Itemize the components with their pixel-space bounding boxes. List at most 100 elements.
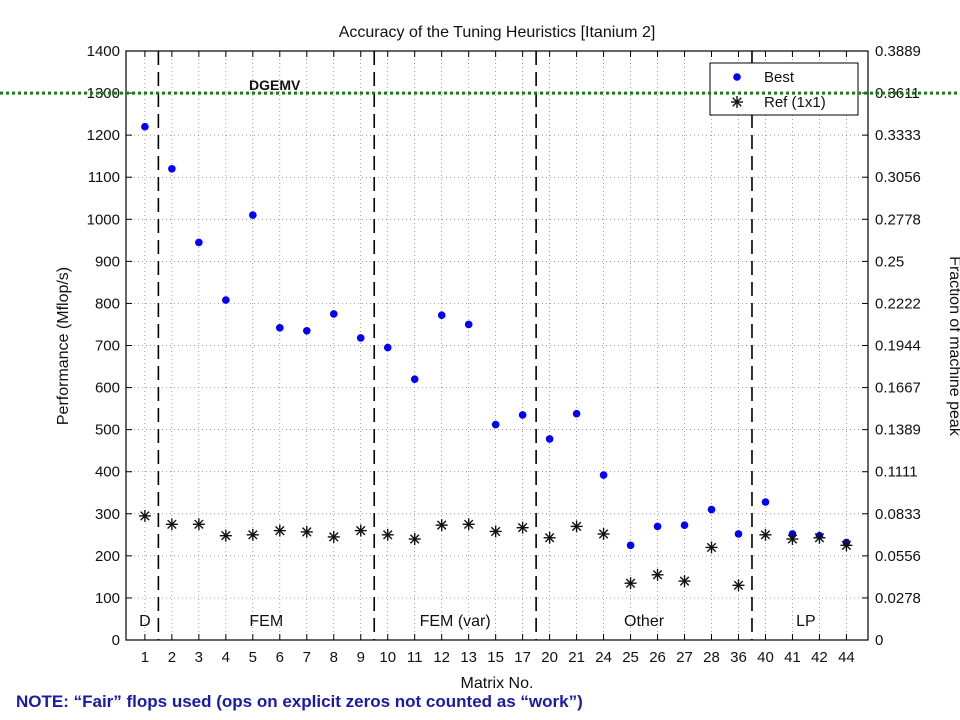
data-point-best (437, 311, 446, 320)
data-point-ref (219, 529, 232, 542)
x-tick-label: 5 (249, 649, 257, 666)
y-right-tick-label: 0.3611 (875, 85, 920, 102)
x-tick-label: 40 (757, 649, 774, 666)
data-point-best (626, 541, 635, 550)
y-right-tick-label: 0.0833 (875, 506, 921, 523)
legend-marker-best (733, 73, 741, 81)
dgemv-reference-label: DGEMV (249, 77, 301, 93)
data-point-ref (408, 533, 421, 546)
x-tick-label: 26 (649, 649, 666, 666)
y-tick-label: 1200 (87, 127, 120, 144)
data-point-ref (516, 521, 529, 534)
group-label-lp: LP (796, 613, 816, 630)
data-point-ref (138, 509, 151, 522)
data-point-best (302, 326, 311, 335)
x-tick-label: 20 (541, 649, 558, 666)
y-right-tick-label: 0 (875, 632, 883, 649)
x-tick-label: 21 (568, 649, 585, 666)
y-tick-label: 900 (95, 253, 120, 270)
data-point-best (599, 471, 608, 479)
data-point-ref (327, 530, 340, 543)
x-tick-label: 4 (222, 649, 230, 666)
x-tick-label: 9 (357, 649, 365, 666)
data-point-best (491, 420, 500, 429)
y-right-tick-label: 0.1667 (875, 380, 921, 397)
x-axis-title: Matrix No. (461, 675, 534, 692)
y-right-tick-label: 0.1389 (875, 422, 921, 439)
y-tick-label: 500 (95, 422, 120, 439)
y-axis-right: 0 0.0278 0.0556 0.0833 0.1111 0.1389 0.1667 0.1… (862, 43, 921, 649)
y-tick-label: 200 (95, 548, 120, 565)
data-point-ref (813, 531, 826, 544)
plot-frame (125, 50, 869, 641)
data-point-ref (300, 525, 313, 538)
data-point-ref (381, 528, 394, 541)
y-tick-label: 300 (95, 506, 120, 523)
grid-layer (126, 50, 868, 641)
y-right-tick-label: 0.1944 (875, 338, 921, 355)
y-tick-label: 600 (95, 380, 120, 397)
data-point-best (141, 122, 149, 131)
chart-title: Accuracy of the Tuning Heuristics [Itani… (339, 24, 656, 41)
x-tick-label: 25 (622, 649, 639, 666)
data-point-best (545, 435, 554, 443)
data-point-ref (462, 518, 475, 531)
x-tick-label: 15 (487, 649, 504, 666)
x-tick-label: 8 (330, 649, 338, 666)
data-point-best (410, 375, 419, 383)
data-point-best (195, 238, 203, 247)
group-labels: D FEM FEM (var) Other LP (139, 613, 816, 630)
data-point-best (249, 211, 257, 219)
footnote: NOTE: “Fair” flops used (ops on explicit… (16, 692, 583, 711)
data-point-ref (705, 541, 718, 554)
data-point-ref (678, 575, 691, 588)
x-tick-label: 42 (811, 649, 828, 666)
data-point-best (222, 296, 230, 304)
y-right-tick-label: 0.0278 (875, 590, 921, 607)
legend-label-ref: Ref (1x1) (764, 94, 826, 111)
data-point-ref (273, 524, 286, 537)
y-tick-label: 1400 (87, 43, 120, 60)
data-point-best (572, 409, 581, 418)
group-label-other: Other (624, 613, 665, 630)
data-point-best (761, 498, 770, 506)
y-axis-left: 0 100 200 300 400 500 600 700 800 900 1000 1100 1200… (87, 43, 132, 649)
x-tick-label: 13 (460, 649, 477, 666)
y-tick-label: 800 (95, 295, 120, 312)
x-tick-label: 7 (303, 649, 311, 666)
y-right-tick-label: 0.1111 (875, 464, 918, 481)
x-tick-label: 10 (379, 649, 396, 666)
y-right-tick-label: 0.3056 (875, 169, 921, 186)
data-point-ref (759, 528, 772, 541)
group-label-fem-var: FEM (var) (420, 613, 491, 630)
y-right-tick-label: 0.3333 (875, 127, 921, 144)
x-tick-label: 44 (838, 649, 855, 666)
y-axis-right-title: Fraction of machine peak (946, 256, 960, 437)
legend-asterisk-icon (731, 96, 743, 108)
data-point-best (653, 522, 662, 531)
y-tick-label: 700 (95, 338, 120, 355)
series-layer (138, 122, 853, 592)
x-tick-label: 17 (514, 649, 531, 666)
x-axis: 1 2 3 4 5 6 7 8 9 10 11 12 13 15 17 20 21 24 25 26 27 28 36 40 4… (141, 51, 855, 666)
data-point-best (707, 505, 716, 514)
data-point-ref (570, 520, 583, 533)
data-point-best (518, 411, 527, 419)
data-point-ref (651, 568, 664, 581)
x-tick-label: 27 (676, 649, 693, 666)
y-axis-title: Performance (Mflop/s) (55, 267, 72, 425)
group-label-d: D (139, 613, 151, 630)
x-tick-label: 24 (595, 649, 612, 666)
data-point-best (329, 310, 338, 318)
data-point-ref (732, 579, 745, 592)
data-point-best (680, 521, 689, 529)
x-tick-label: 12 (433, 649, 450, 666)
y-right-tick-label: 0.25 (875, 253, 904, 270)
data-point-best (168, 165, 176, 173)
data-point-best (464, 320, 473, 329)
y-tick-label: 400 (95, 464, 120, 481)
data-point-ref (354, 524, 367, 537)
group-dividers (157, 51, 753, 640)
data-point-ref (597, 527, 610, 540)
data-point-ref (543, 531, 556, 544)
